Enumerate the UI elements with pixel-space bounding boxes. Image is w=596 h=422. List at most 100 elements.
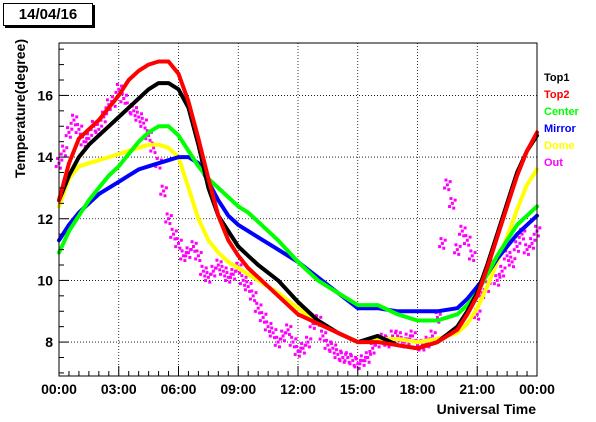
data-point-out	[243, 283, 247, 287]
data-point-out	[60, 158, 64, 162]
data-point-out	[348, 362, 352, 366]
data-point-out	[536, 234, 540, 238]
data-point-out	[518, 241, 522, 245]
data-point-out	[175, 237, 179, 241]
data-point-out	[219, 272, 223, 276]
data-point-out	[210, 264, 214, 268]
data-point-out	[235, 261, 239, 265]
data-point-out	[433, 331, 437, 335]
data-point-out	[290, 335, 294, 339]
data-point-out	[379, 332, 383, 336]
data-point-out	[220, 264, 224, 268]
data-point-out	[478, 309, 482, 313]
data-point-out	[356, 362, 360, 366]
data-point-out	[135, 110, 139, 114]
data-point-out	[117, 87, 121, 91]
data-point-out	[208, 280, 212, 284]
data-point-out	[497, 283, 501, 287]
data-point-out	[63, 154, 67, 158]
data-point-out	[248, 289, 252, 293]
data-point-out	[129, 112, 133, 116]
data-point-out	[199, 272, 203, 276]
data-point-out	[139, 124, 143, 128]
data-point-out	[458, 244, 462, 248]
data-point-out	[69, 121, 73, 125]
data-point-out	[462, 234, 466, 238]
y-tick-label: 10	[37, 272, 53, 288]
data-point-out	[529, 237, 533, 241]
data-point-out	[256, 306, 260, 310]
data-point-out	[194, 257, 198, 261]
data-point-out	[440, 241, 444, 245]
data-point-out	[211, 269, 215, 273]
data-point-out	[148, 138, 152, 142]
data-point-out	[524, 243, 528, 247]
data-point-out	[54, 164, 58, 168]
data-point-out	[293, 353, 297, 357]
data-point-out	[100, 124, 104, 128]
data-point-out	[364, 355, 368, 359]
data-point-out	[231, 272, 235, 276]
data-point-out	[180, 249, 184, 253]
legend-item-dome: Dome	[544, 140, 575, 152]
data-point-out	[334, 343, 338, 347]
data-point-out	[61, 144, 65, 148]
data-point-out	[274, 328, 278, 332]
data-point-out	[322, 339, 326, 343]
data-point-out	[505, 254, 509, 258]
data-point-out	[450, 201, 454, 205]
data-point-out	[250, 289, 254, 293]
data-point-out	[179, 238, 183, 242]
data-point-out	[140, 116, 144, 120]
data-point-out	[80, 124, 84, 128]
data-point-out	[507, 259, 511, 263]
data-point-out	[167, 217, 171, 221]
data-point-out	[468, 235, 472, 239]
data-point-out	[186, 251, 190, 255]
data-point-out	[184, 251, 188, 255]
data-point-out	[249, 281, 253, 285]
data-point-out	[188, 255, 192, 259]
data-point-out	[319, 329, 323, 333]
data-point-out	[351, 359, 355, 363]
data-point-out	[453, 198, 457, 202]
data-point-out	[251, 294, 255, 298]
data-point-out	[153, 151, 157, 155]
data-point-out	[331, 346, 335, 350]
data-point-out	[169, 214, 173, 218]
data-point-out	[443, 238, 447, 242]
data-point-out	[133, 114, 137, 118]
data-point-out	[190, 240, 194, 244]
data-point-out	[97, 127, 101, 131]
data-point-out	[90, 119, 94, 123]
data-point-out	[264, 312, 268, 316]
data-point-out	[332, 351, 336, 355]
data-point-out	[138, 120, 142, 124]
data-point-out	[265, 320, 269, 324]
data-point-out	[500, 269, 504, 273]
data-point-out	[105, 98, 109, 102]
data-point-out	[263, 320, 267, 324]
data-point-out	[194, 241, 198, 245]
data-point-out	[411, 334, 415, 338]
data-point-out	[467, 243, 471, 247]
data-point-out	[306, 340, 310, 344]
data-point-out	[233, 269, 237, 273]
data-point-out	[343, 359, 347, 363]
data-point-out	[283, 331, 287, 335]
data-point-out	[497, 272, 501, 276]
data-point-out	[273, 343, 277, 347]
data-point-out	[413, 331, 417, 335]
x-tick-label: 06:00	[161, 381, 197, 397]
data-point-out	[449, 197, 453, 201]
data-point-out	[178, 246, 182, 250]
data-point-out	[230, 267, 234, 271]
data-point-out	[277, 345, 281, 349]
data-point-out	[275, 335, 279, 339]
data-point-out	[198, 259, 202, 263]
data-point-out	[239, 263, 243, 267]
data-point-out	[165, 212, 169, 216]
data-point-out	[453, 251, 457, 255]
x-axis-label: Universal Time	[437, 401, 537, 417]
data-point-out	[173, 237, 177, 241]
